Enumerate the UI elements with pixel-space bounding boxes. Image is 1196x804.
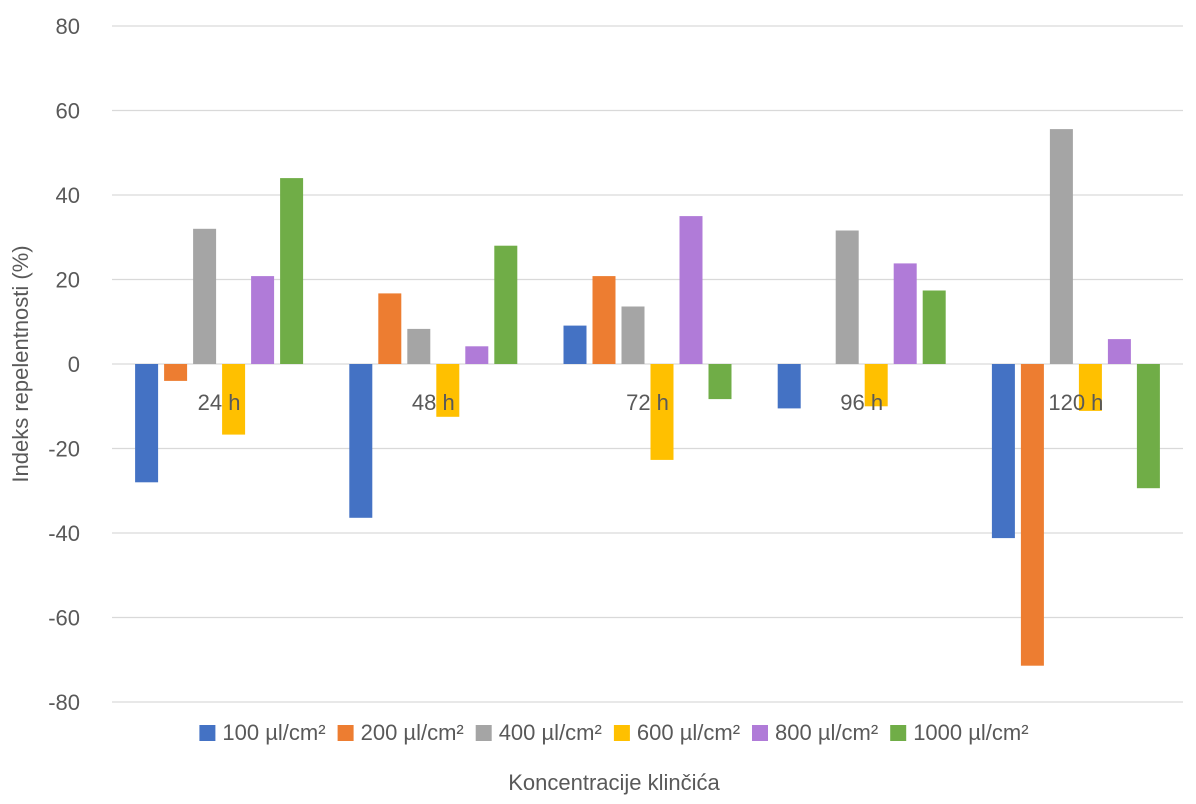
bar xyxy=(193,228,217,364)
y-tick-label: 40 xyxy=(56,183,80,208)
bar xyxy=(251,276,275,364)
legend-item: 100 µl/cm² xyxy=(199,720,326,745)
legend-label: 100 µl/cm² xyxy=(222,720,325,745)
bar xyxy=(991,364,1015,539)
legend-item: 200 µl/cm² xyxy=(337,720,464,745)
y-tick-label: -20 xyxy=(48,437,80,462)
legend-label: 600 µl/cm² xyxy=(637,720,740,745)
bar xyxy=(592,276,616,364)
legend-label: 200 µl/cm² xyxy=(361,720,464,745)
bar xyxy=(222,364,246,435)
bar xyxy=(650,364,674,460)
category-label: 24 h xyxy=(198,390,241,415)
y-tick-label: -60 xyxy=(48,606,80,631)
x-axis-label: Koncentracije klinčića xyxy=(508,770,720,795)
bar xyxy=(378,293,402,364)
legend-swatch xyxy=(752,725,768,741)
bar xyxy=(864,364,888,407)
bar xyxy=(135,364,159,483)
legend-swatch xyxy=(199,725,216,741)
bar xyxy=(708,364,732,400)
legend-swatch xyxy=(475,725,492,741)
y-tick-label: 20 xyxy=(56,268,80,293)
legend-label: 400 µl/cm² xyxy=(499,720,602,745)
legend-item: 400 µl/cm² xyxy=(475,720,602,745)
bar xyxy=(1049,129,1073,364)
category-label: 120 h xyxy=(1048,390,1103,415)
legend-label: 1000 µl/cm² xyxy=(913,720,1028,745)
bar xyxy=(349,364,373,518)
legend-item: 600 µl/cm² xyxy=(613,720,740,745)
bar xyxy=(465,346,489,364)
y-tick-label: -40 xyxy=(48,521,80,546)
bar xyxy=(436,364,460,417)
bar xyxy=(777,364,801,409)
bar xyxy=(835,230,859,364)
category-label: 48 h xyxy=(412,390,455,415)
bar xyxy=(563,325,587,364)
y-axis-label: Indeks repelentnosti (%) xyxy=(8,245,33,482)
bar xyxy=(494,245,518,364)
bars xyxy=(135,129,1160,666)
bar xyxy=(407,328,431,364)
bar xyxy=(1020,364,1044,666)
y-tick-labels: 80 60 40 20 0 -20 -40 -60 -80 xyxy=(48,14,80,715)
y-tick-label: 80 xyxy=(56,14,80,39)
category-label: 72 h xyxy=(626,390,669,415)
legend-item: 1000 µl/cm² xyxy=(890,720,1029,745)
legend-swatch xyxy=(613,725,630,741)
legend-label: 800 µl/cm² xyxy=(775,720,878,745)
legend: 100 µl/cm² 200 µl/cm² 400 µl/cm² 600 µl/cm²… xyxy=(199,720,1029,745)
y-tick-label: 0 xyxy=(68,352,80,377)
y-tick-label: -80 xyxy=(48,690,80,715)
bar xyxy=(1078,364,1102,411)
bar xyxy=(679,216,703,364)
bar xyxy=(164,364,188,381)
category-labels: 24 h 48 h 72 h 96 h 120 h xyxy=(198,390,1104,415)
bar xyxy=(280,178,304,364)
bar xyxy=(893,263,917,364)
bar xyxy=(621,306,645,364)
legend-swatch xyxy=(890,725,907,741)
bar xyxy=(1107,339,1131,364)
bar xyxy=(1136,364,1160,489)
bar xyxy=(922,290,946,364)
legend-item: 800 µl/cm² xyxy=(752,720,878,745)
category-label: 96 h xyxy=(840,390,883,415)
legend-swatch xyxy=(337,725,354,741)
y-tick-label: 60 xyxy=(56,99,80,124)
